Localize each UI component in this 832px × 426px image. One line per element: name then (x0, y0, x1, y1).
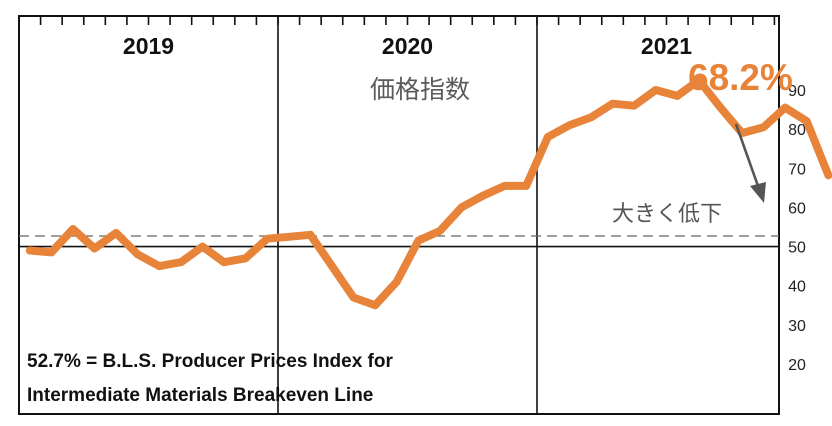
y-tick-label: 20 (788, 357, 806, 374)
y-tick-label: 50 (788, 240, 806, 257)
y-tick-label: 30 (788, 318, 806, 335)
y-tick-label: 60 (788, 200, 806, 217)
y-tick-label: 80 (788, 122, 806, 139)
year-label: 2019 (123, 33, 174, 59)
series-line (25, 76, 790, 310)
y-axis-labels: 90 80 70 60 50 40 30 20 (788, 83, 806, 374)
arrow-shaft (734, 123, 760, 187)
plot-frame (18, 15, 780, 415)
top-tick-marks (39, 16, 776, 25)
series-lines (25, 76, 832, 310)
year-dividers (277, 16, 538, 414)
note-line-2: Intermediate Materials Breakeven Line (27, 385, 373, 406)
reference-lines (19, 235, 779, 248)
decline-annotation: 大きく低下 (612, 202, 722, 227)
y-tick-label: 40 (788, 279, 806, 296)
callout-value: 68.2% (688, 57, 793, 98)
year-label: 2021 (641, 33, 692, 59)
series-line (781, 103, 832, 180)
y-tick-label: 90 (788, 83, 806, 100)
y-tick-label: 70 (788, 161, 806, 178)
year-label: 2020 (382, 33, 433, 59)
chart-title: 価格指数 (370, 75, 470, 104)
arrow-head (750, 182, 766, 203)
note-line-1: 52.7% = B.L.S. Producer Prices Index for (27, 351, 393, 372)
year-labels: 2019 2020 2021 (123, 33, 692, 59)
decline-arrow (734, 123, 766, 203)
